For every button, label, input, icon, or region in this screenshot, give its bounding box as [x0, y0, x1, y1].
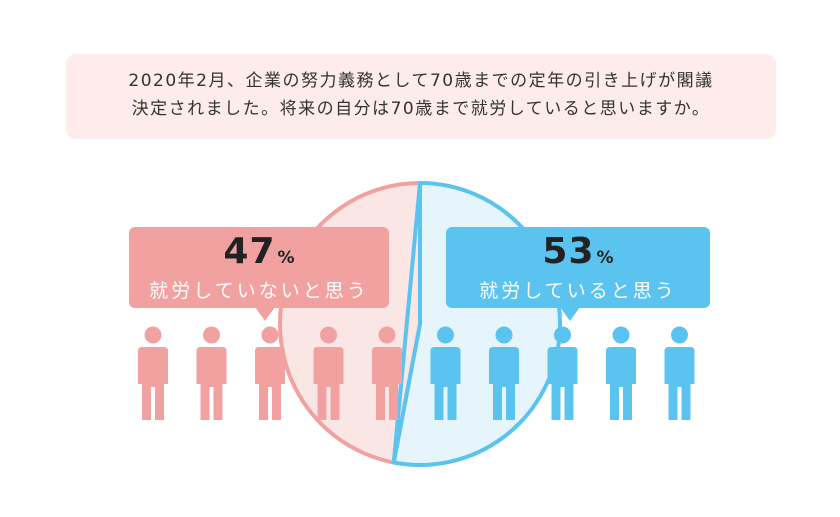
person-icon-blue: [664, 326, 695, 420]
question-line-1: 2020年2月、企業の努力義務として70歳までの定年の引き上げが閣議: [128, 71, 714, 91]
slice-label-not-working: 就労していないと思う: [149, 280, 369, 302]
callout-not-working-percent: 47%: [129, 232, 389, 278]
pct-unit-working: %: [596, 248, 614, 268]
person-icon-pink: [196, 326, 227, 420]
pct-value-not-working: 47: [223, 231, 276, 272]
person-icon-blue: [430, 326, 461, 420]
person-icon-pink: [313, 326, 344, 420]
person-icon-pink: [255, 326, 285, 420]
callout-tail: [255, 307, 275, 321]
pie-split-line: [391, 182, 422, 463]
slice-label-working: 就労していると思う: [479, 280, 677, 302]
callout-not-working: 47% 就労していないと思う: [129, 227, 389, 321]
person-icon-blue: [489, 326, 519, 420]
question-line-2: 決定されました。将来の自分は70歳まで就労していると思いますか。: [131, 99, 711, 119]
pct-value-working: 53: [542, 231, 595, 272]
question-box: 2020年2月、企業の努力義務として70歳までの定年の引き上げが閣議 決定されま…: [66, 54, 776, 139]
pie-slice-working: [391, 181, 562, 467]
callout-working: 53% 就労していると思う: [446, 227, 710, 321]
person-icon-pink: [372, 326, 402, 420]
callout-tail: [560, 307, 580, 321]
callout-working-percent: 53%: [446, 232, 710, 278]
person-icon-blue: [547, 326, 578, 420]
person-icon-blue: [606, 326, 636, 420]
pct-unit-not-working: %: [277, 248, 295, 268]
person-icon-pink: [138, 326, 168, 420]
